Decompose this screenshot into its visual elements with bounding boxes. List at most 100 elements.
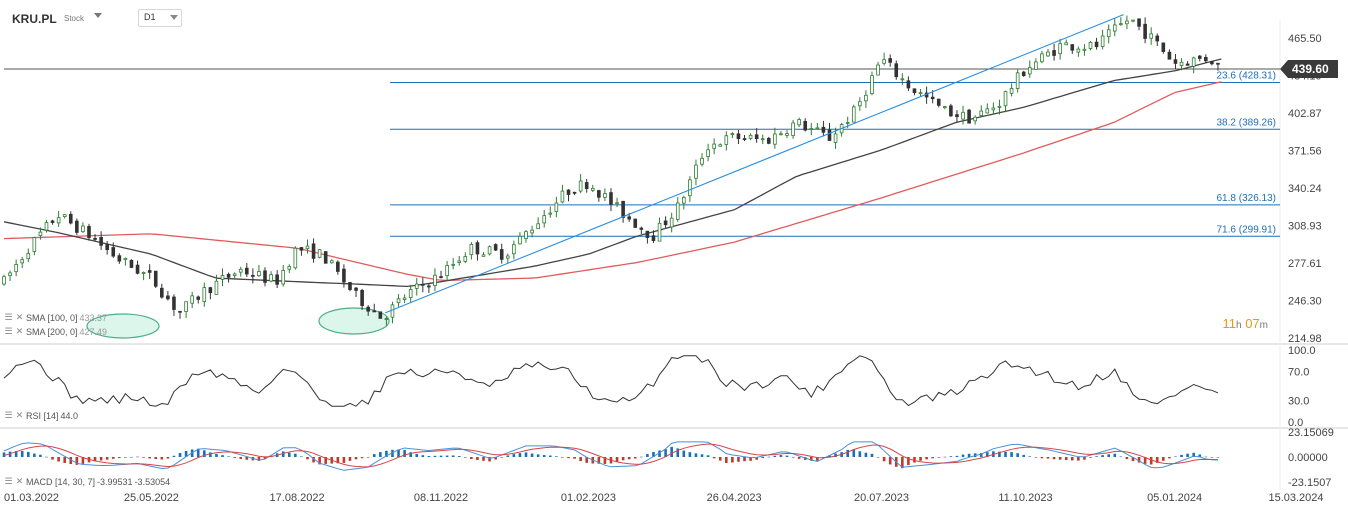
candle-body <box>184 301 188 312</box>
macd-histogram-bar <box>20 450 24 457</box>
macd-histogram-bar <box>245 457 249 460</box>
candle-body <box>457 260 462 263</box>
candle <box>554 196 559 218</box>
candle-body <box>627 216 631 220</box>
symbol-name[interactable]: KRU.PL <box>12 12 57 26</box>
candle-body <box>317 249 322 258</box>
candle <box>75 218 79 235</box>
timeframe-label[interactable]: D1 <box>144 12 156 22</box>
candle <box>1076 46 1081 57</box>
candle <box>475 240 480 261</box>
highlight-ellipses[interactable] <box>86 307 390 339</box>
candle-body <box>845 122 850 124</box>
candle-body <box>342 268 346 283</box>
macd-histogram-bar <box>888 457 892 465</box>
candle <box>651 230 656 243</box>
macd-histogram-bar <box>1010 452 1013 457</box>
candle <box>858 97 862 111</box>
rsi-legend[interactable]: ☰ ✕ RSI [14] 44.0 <box>4 410 78 421</box>
candle <box>912 88 917 96</box>
macd-histogram-bar <box>1101 455 1104 457</box>
candle <box>560 184 565 204</box>
candle-body <box>293 247 298 269</box>
macd-histogram-bar <box>676 448 680 457</box>
candle-body <box>997 105 1002 108</box>
candle-body <box>451 263 455 266</box>
candle <box>269 271 273 283</box>
menu-icon[interactable]: ☰ <box>4 410 13 420</box>
candle <box>251 268 255 284</box>
macd-histogram-bar <box>688 452 692 457</box>
sma200-legend[interactable]: ☰ ✕ SMA [200, 0] 427.49 <box>4 326 107 337</box>
macd-histogram-bar <box>846 449 850 457</box>
candle <box>1197 54 1202 62</box>
macd-histogram-bar <box>579 457 582 462</box>
candle <box>785 130 789 139</box>
sma100-legend[interactable]: ☰ ✕ SMA [100, 0] 433.37 <box>4 312 107 323</box>
timeframe-select[interactable] <box>138 9 182 27</box>
candle <box>1204 54 1208 64</box>
macd-histogram-bar <box>439 455 443 457</box>
candle-body <box>348 282 352 290</box>
macd-histogram-bar <box>852 449 856 457</box>
candle <box>1009 83 1014 97</box>
macd-histogram-bar <box>1040 457 1044 459</box>
candle-body <box>493 244 498 251</box>
macd-histogram-bar <box>567 457 570 459</box>
symbol-dropdown-icon[interactable] <box>94 13 102 18</box>
close-icon[interactable]: ✕ <box>15 476 24 486</box>
time-axis[interactable]: 01.03.2022 25.05.2022 17.08.2022 08.11.2022… <box>4 492 1324 504</box>
macd-legend[interactable]: ☰ ✕ MACD [14, 30, 7] -3.99531 -3.53054 <box>4 476 170 487</box>
macd-histogram-bar <box>26 451 30 457</box>
candle-body <box>754 134 759 140</box>
candle-body <box>269 274 273 282</box>
macd-histogram-bar <box>615 457 619 462</box>
candle <box>1015 69 1020 93</box>
candle <box>50 219 55 225</box>
candle <box>572 191 577 196</box>
candle <box>578 174 583 194</box>
macd-histogram-bar <box>1162 457 1165 461</box>
candle-body <box>961 111 965 120</box>
macd-histogram-bar <box>743 457 746 462</box>
macd-histogram-bar <box>925 457 928 460</box>
macd-panel: 23.15069 0.00000 -23.1507 <box>2 427 1334 489</box>
candle-body <box>1179 61 1184 66</box>
macd-histogram-bar <box>864 452 868 457</box>
sma100-value: 433.37 <box>79 312 108 323</box>
menu-icon[interactable]: ☰ <box>4 326 13 336</box>
candle-body <box>809 128 814 130</box>
candle <box>414 277 419 296</box>
close-icon[interactable]: ✕ <box>15 410 24 420</box>
candle <box>329 259 334 264</box>
candle-body <box>864 94 868 102</box>
candle-body <box>1216 62 1220 65</box>
candle <box>8 270 12 281</box>
menu-icon[interactable]: ☰ <box>4 476 13 486</box>
price-axis[interactable]: 465.50434.19402.87371.56340.24308.93277.… <box>1280 33 1338 345</box>
candle-body <box>1094 41 1099 48</box>
trend-line[interactable] <box>384 14 1124 314</box>
close-icon[interactable]: ✕ <box>15 326 24 336</box>
candle-body <box>178 310 182 313</box>
menu-icon[interactable]: ☰ <box>4 312 13 322</box>
candle-body <box>651 235 656 242</box>
candle-body <box>329 260 334 264</box>
close-icon[interactable]: ✕ <box>15 312 24 322</box>
candle <box>178 310 182 319</box>
fibonacci-retracement[interactable]: 23.6 (428.31) 38.2 (389.26) 61.8 (326.13) 7… <box>4 68 1280 237</box>
timer-minutes: 07 <box>1245 316 1260 331</box>
candle <box>129 259 134 269</box>
time-tick-label: 05.01.2024 <box>1147 492 1202 504</box>
macd-histogram-bar <box>354 457 358 460</box>
macd-histogram-bar <box>755 457 758 460</box>
candle <box>1058 38 1062 60</box>
candle <box>1210 60 1214 66</box>
timeframe-chevron-down-icon[interactable] <box>170 15 178 20</box>
macd-histogram-bar <box>664 449 667 457</box>
macd-histogram-bar <box>876 456 880 458</box>
candle-body <box>949 105 953 117</box>
candle <box>457 256 462 266</box>
candle <box>803 118 808 132</box>
